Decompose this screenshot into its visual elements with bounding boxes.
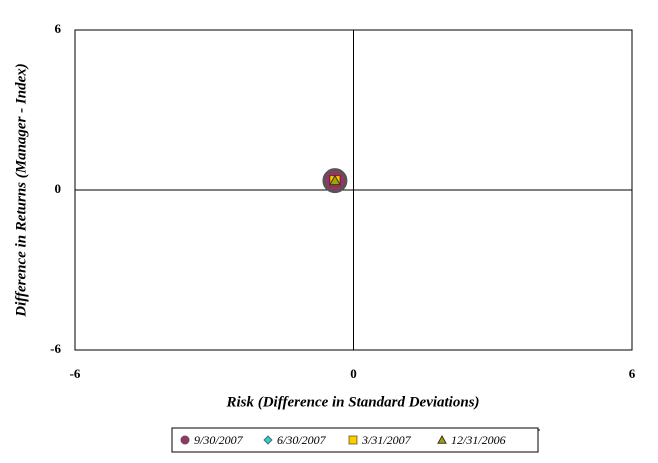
legend-marker: [437, 434, 447, 444]
legend-label: 12/31/2006: [451, 433, 506, 447]
legend-label: 6/30/2007: [277, 433, 327, 447]
y-tick-label: -6: [50, 341, 61, 356]
legend-marker: [180, 435, 190, 445]
legend-label: 3/31/2007: [361, 433, 412, 447]
x-tick-label: 0: [350, 366, 357, 381]
legend-marker: [348, 435, 358, 445]
y-tick-label: 6: [55, 21, 62, 36]
x-tick-label: 6: [629, 366, 636, 381]
x-axis-title: Risk (Difference in Standard Deviations): [225, 394, 479, 410]
y-tick-label: 0: [55, 181, 62, 196]
data-point: [329, 174, 341, 186]
legend-marker: [263, 435, 273, 445]
y-axis-title: Difference in Returns (Manager - Index): [13, 63, 29, 317]
x-tick-label: -6: [70, 366, 81, 381]
legend-label: 9/30/2007: [194, 433, 244, 447]
